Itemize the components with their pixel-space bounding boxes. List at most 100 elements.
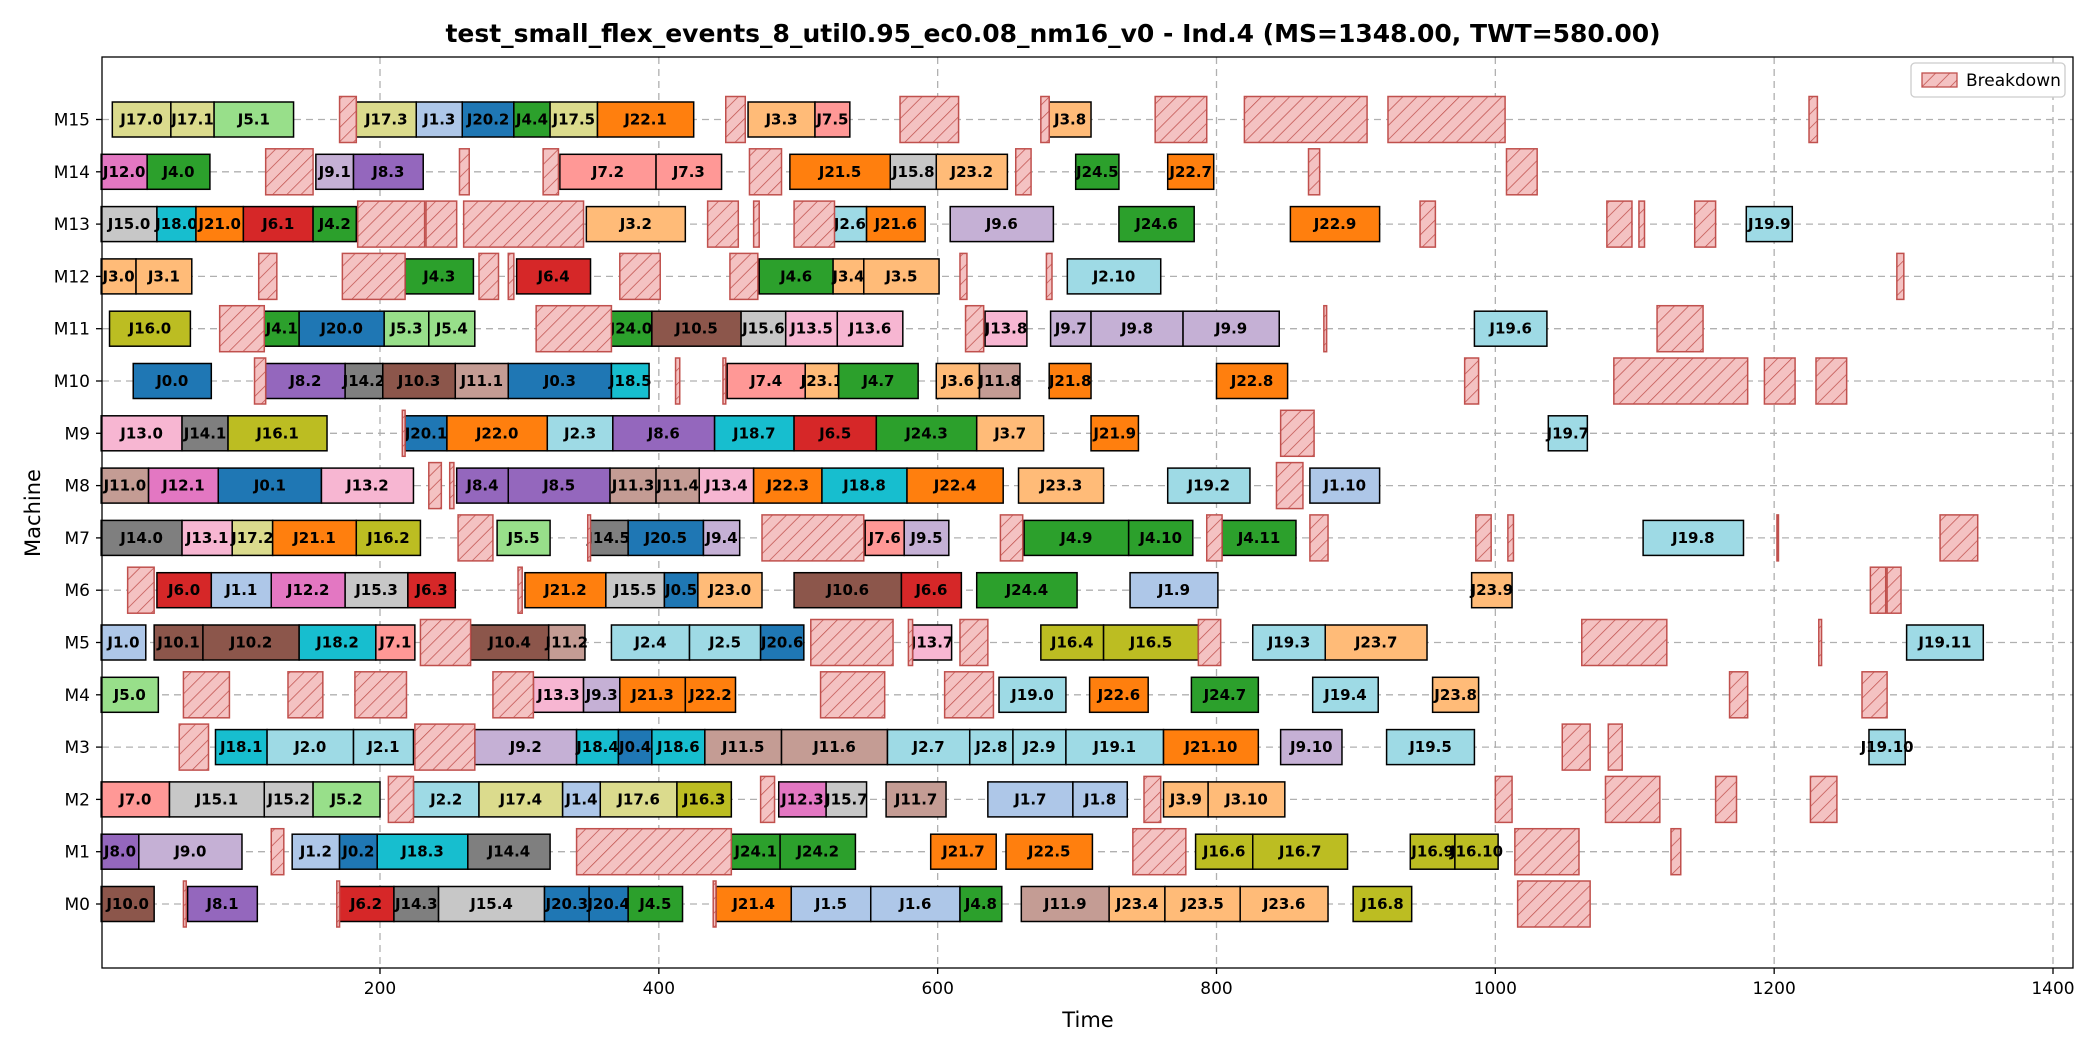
task-bar [702, 519, 741, 557]
task-label: J20.2 [466, 111, 510, 129]
y-tick-label: M3 [65, 738, 90, 758]
task-bar [780, 728, 889, 766]
task-label: J24.2 [795, 843, 839, 861]
task-label: J14.3 [394, 895, 438, 913]
breakdown-bar [1040, 95, 1050, 144]
task-label: J17.2 [230, 529, 274, 547]
task-bar [383, 310, 430, 347]
y-tick-label: M9 [65, 424, 90, 444]
task-label: J2.8 [974, 738, 1007, 756]
y-tick-label: M8 [65, 477, 90, 497]
task-label: J8.0 [103, 843, 136, 861]
y-tick-label: M10 [54, 372, 90, 392]
task-bar [1221, 519, 1297, 557]
breakdown-bar [1763, 357, 1796, 405]
task-label: J23.8 [1433, 686, 1477, 704]
task-bar [338, 833, 378, 870]
task-bar [605, 571, 666, 609]
task-bar [407, 571, 457, 609]
task-label: J3.2 [619, 215, 652, 233]
breakdown-bar [586, 514, 592, 562]
task-bar [100, 153, 148, 191]
breakdown-bar [943, 671, 995, 719]
task-bar [596, 101, 695, 138]
breakdown-bar [1896, 252, 1905, 301]
x-tick-label: 1200 [1753, 979, 1796, 999]
task-label: J11.1 [459, 372, 503, 390]
task-bar [559, 153, 657, 191]
task-label: J1.4 [564, 790, 597, 808]
breakdown-bar [1886, 566, 1902, 614]
breakdown-bar [270, 827, 285, 876]
breakdown-bar [575, 827, 733, 876]
task-label: J3.10 [1224, 790, 1268, 808]
task-label: J17.4 [499, 790, 543, 808]
task-bar [609, 310, 653, 347]
task-label: J24.3 [904, 424, 948, 442]
task-bar [231, 519, 274, 557]
task-bar [704, 728, 783, 766]
breakdown-bar [1505, 148, 1538, 196]
task-label: J16.4 [1050, 634, 1094, 652]
y-tick-label: M11 [54, 320, 90, 340]
task-label: J3.0 [102, 267, 135, 285]
task-bar [135, 258, 193, 295]
breakdown-bar [1869, 566, 1887, 614]
task-bar [789, 153, 892, 191]
task-label: J0.5 [664, 581, 697, 599]
task-label: J19.2 [1187, 477, 1231, 495]
task-label: J24.1 [733, 843, 777, 861]
breakdown-bar [1693, 200, 1717, 248]
task-bar [1473, 310, 1548, 347]
task-bar [610, 624, 691, 661]
x-tick-label: 1400 [2031, 979, 2074, 999]
task-label: J2.10 [1092, 267, 1136, 285]
task-label: J23.1 [800, 372, 844, 390]
task-bar [263, 781, 314, 818]
task-bar [1289, 205, 1381, 243]
task-bar [1239, 885, 1329, 923]
task-bar [1072, 781, 1129, 818]
task-bar [1012, 728, 1067, 766]
task-label: J4.8 [964, 895, 997, 913]
y-tick-label: M13 [54, 215, 90, 235]
task-label: J14.1 [183, 424, 227, 442]
breakdown-bar [1507, 514, 1515, 562]
task-bar [825, 781, 868, 818]
task-bar [1194, 833, 1254, 870]
task-label: J7.2 [591, 163, 624, 181]
task-label: J5.5 [507, 529, 540, 547]
task-label: J6.5 [818, 424, 851, 442]
task-bar [1048, 101, 1092, 138]
task-label: J19.4 [1323, 686, 1367, 704]
task-bar [186, 885, 259, 923]
breakdown-bar [1516, 880, 1591, 928]
breakdown-bar [1132, 827, 1187, 876]
task-bar [1311, 676, 1379, 714]
task-label: J2.4 [633, 634, 666, 652]
task-bar [146, 153, 211, 191]
task-label: J3.9 [1169, 790, 1202, 808]
task-label: J18.1 [219, 738, 263, 756]
breakdown-bar [401, 409, 406, 458]
task-label: J21.8 [1048, 372, 1092, 390]
task-bar [1088, 676, 1149, 714]
breakdown-bar [1143, 775, 1162, 824]
breakdown-bar [517, 566, 523, 614]
task-label: J23.7 [1354, 634, 1398, 652]
breakdown-bar [1776, 514, 1780, 562]
task-bar [865, 205, 926, 243]
task-bar [975, 415, 1045, 452]
breakdown-bar [356, 200, 426, 248]
task-bar [1207, 781, 1286, 818]
task-label: J19.8 [1671, 529, 1715, 547]
breakdown-bar [507, 252, 515, 301]
task-bar [984, 310, 1028, 347]
task-label: J6.2 [349, 895, 382, 913]
task-label: J2.5 [708, 634, 741, 652]
breakdown-bar [1494, 775, 1513, 824]
breakdown-bar [1323, 304, 1328, 353]
task-label: J13.1 [185, 529, 229, 547]
task-label: J13.5 [789, 320, 833, 338]
task-label: J6.3 [415, 581, 448, 599]
